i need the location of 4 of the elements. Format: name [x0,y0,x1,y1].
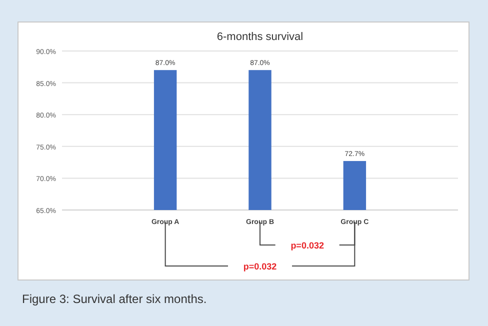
chart-title: 6-months survival [216,31,304,43]
text: p=0.032 [243,262,277,272]
caption: Figure 3: Survival after six months. [22,292,207,306]
text: p=0.032 [290,240,324,250]
